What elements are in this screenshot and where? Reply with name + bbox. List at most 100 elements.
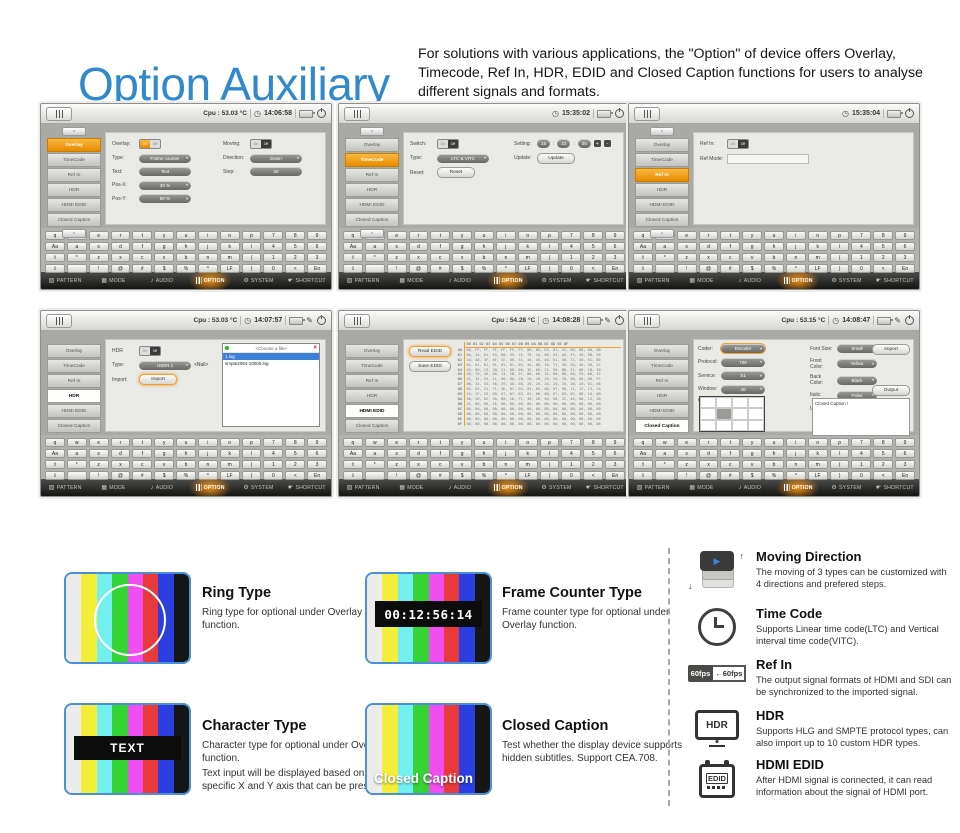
- keyboard-key[interactable]: a: [654, 242, 675, 251]
- update-button[interactable]: Update: [537, 152, 575, 164]
- nav-mode[interactable]: ▦ MODE: [399, 484, 424, 491]
- sidebar-item-hdr[interactable]: HDR: [635, 183, 689, 197]
- keyboard-key[interactable]: 9: [605, 231, 625, 240]
- keyboard-key[interactable]: 2: [583, 253, 604, 262]
- file-item[interactable]: smpte2084-10000.log: [225, 361, 269, 366]
- refmode-input[interactable]: [727, 153, 809, 164]
- keyboard-key[interactable]: l: [241, 449, 262, 458]
- nav-audio[interactable]: ♪ AUDIO: [150, 277, 174, 284]
- service-dropdown[interactable]: S1: [721, 371, 765, 380]
- step-field[interactable]: 20: [250, 167, 302, 176]
- keyboard-key[interactable]: 8: [873, 231, 894, 240]
- sidebar-item-hdr[interactable]: HDR: [47, 183, 101, 197]
- keyboard-key[interactable]: y: [154, 231, 175, 240]
- caption-position-selected-cell[interactable]: [716, 408, 732, 420]
- keyboard-key[interactable]: 7: [561, 438, 582, 447]
- nav-audio[interactable]: ♪ AUDIO: [738, 484, 762, 491]
- keyboard-key[interactable]: u: [474, 231, 494, 240]
- keyboard-key[interactable]: 1: [561, 253, 582, 262]
- keyboard-key[interactable]: !: [386, 471, 407, 480]
- read-edid-button[interactable]: Read EDID: [409, 346, 451, 357]
- keyboard-key[interactable]: #: [720, 471, 741, 480]
- keyboard-key[interactable]: 3: [307, 253, 327, 262]
- sidebar-item-hdr[interactable]: HDR: [47, 389, 101, 403]
- power-icon[interactable]: [317, 315, 326, 325]
- keyboard-key[interactable]: (: [829, 460, 850, 469]
- keyboard-key[interactable]: f: [720, 449, 741, 458]
- keyboard-key[interactable]: z: [88, 253, 109, 262]
- nav-system[interactable]: ⚙ SYSTEM: [541, 277, 572, 284]
- keyboard-key[interactable]: r: [408, 231, 429, 240]
- keyboard-key[interactable]: 6: [307, 449, 327, 458]
- keyboard-key[interactable]: d: [408, 449, 429, 458]
- keyboard-key[interactable]: h: [764, 449, 784, 458]
- keyboard-key[interactable]: Aa: [45, 449, 65, 458]
- sliders-chip[interactable]: [46, 106, 72, 121]
- power-icon[interactable]: [905, 315, 914, 325]
- nav-pattern[interactable]: ▧ PATTERN: [48, 277, 82, 284]
- sidebar-item-hdmi-edid[interactable]: HDMI EDID: [345, 404, 399, 418]
- keyboard-key[interactable]: u: [176, 231, 196, 240]
- keyboard-key[interactable]: En: [895, 264, 915, 273]
- keyboard-key[interactable]: d: [110, 242, 131, 251]
- sliders-chip[interactable]: [634, 313, 660, 328]
- keyboard-key[interactable]: z: [676, 460, 697, 469]
- sidebar-item-overlay[interactable]: Overlay: [635, 344, 689, 358]
- keyboard-key[interactable]: Aa: [343, 449, 363, 458]
- caption-text-area[interactable]: Closed Caption !: [812, 398, 910, 436]
- keyboard-key[interactable]: 3: [895, 253, 915, 262]
- keyboard-key[interactable]: (: [241, 253, 262, 262]
- nav-pattern[interactable]: ▧ PATTERN: [346, 277, 380, 284]
- keyboard-key[interactable]: 4: [263, 242, 284, 251]
- keyboard-key[interactable]: d: [698, 242, 719, 251]
- nav-system[interactable]: ⚙ SYSTEM: [243, 277, 274, 284]
- keyboard-key[interactable]: 6: [895, 449, 915, 458]
- sidebar-item-overlay[interactable]: Overlay: [47, 344, 101, 358]
- nav-shortcut[interactable]: ☛ SHORTCUT: [287, 484, 326, 491]
- keyboard-key[interactable]: o: [807, 231, 828, 240]
- sidebar-item-overlay[interactable]: Overlay: [47, 138, 101, 152]
- nav-mode[interactable]: ▦ MODE: [689, 277, 714, 284]
- keyboard-key[interactable]: y: [742, 231, 763, 240]
- keyboard-key[interactable]: 7: [561, 231, 582, 240]
- keyboard-key[interactable]: p: [241, 438, 262, 447]
- keyboard-key[interactable]: ⇩: [633, 264, 653, 273]
- keyboard-key[interactable]: f: [430, 449, 451, 458]
- keyboard-key[interactable]: 4: [263, 449, 284, 458]
- keyboard-key[interactable]: j: [197, 449, 218, 458]
- keyboard-key[interactable]: <: [285, 471, 306, 480]
- keyboard-key[interactable]: ): [241, 264, 262, 273]
- keyboard-key[interactable]: 1: [263, 253, 284, 262]
- keyboard-key[interactable]: Aa: [45, 242, 65, 251]
- keyboard-key[interactable]: 2: [873, 253, 894, 262]
- keyboard-key[interactable]: (: [829, 253, 850, 262]
- keyboard-key[interactable]: 0: [263, 264, 284, 273]
- sliders-chip[interactable]: [344, 106, 370, 121]
- setting-minutes[interactable]: 22: [557, 139, 571, 148]
- keyboard-key[interactable]: 5: [583, 242, 604, 251]
- sidebar-scroll-up[interactable]: •: [360, 127, 384, 136]
- keyboard-key[interactable]: i: [785, 438, 806, 447]
- keyboard-key[interactable]: 2: [285, 460, 306, 469]
- nav-mode[interactable]: ▦ MODE: [399, 277, 424, 284]
- keyboard-key[interactable]: 3: [605, 460, 625, 469]
- keyboard-key[interactable]: !: [88, 471, 109, 480]
- keyboard-key[interactable]: ): [539, 264, 560, 273]
- sidebar-item-timecode[interactable]: TimeCode: [345, 153, 399, 167]
- keyboard-key[interactable]: 6: [895, 242, 915, 251]
- sidebar-scroll-down[interactable]: •: [62, 229, 86, 238]
- nav-option[interactable]: OPTION: [483, 479, 533, 496]
- keyboard-key[interactable]: v: [452, 253, 473, 262]
- sidebar-item-refin[interactable]: Ref In: [47, 168, 101, 182]
- nav-option[interactable]: OPTION: [773, 272, 823, 289]
- fontsize-dropdown[interactable]: Small: [837, 344, 877, 353]
- keyboard-key[interactable]: 0: [851, 471, 872, 480]
- keyboard-key[interactable]: b: [764, 460, 784, 469]
- keyboard-key[interactable]: g: [452, 449, 473, 458]
- keyboard-key[interactable]: v: [452, 460, 473, 469]
- nav-system[interactable]: ⚙ SYSTEM: [541, 484, 572, 491]
- keyboard-key[interactable]: s: [88, 449, 109, 458]
- keyboard-key[interactable]: 7: [263, 438, 284, 447]
- keyboard-key[interactable]: ⇧: [633, 253, 653, 262]
- keyboard-key[interactable]: 5: [873, 242, 894, 251]
